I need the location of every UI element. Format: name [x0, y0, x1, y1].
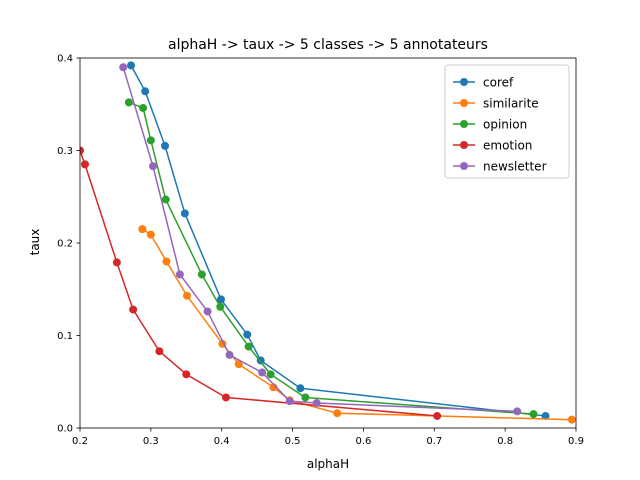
- data-point-coref-0: [127, 61, 136, 70]
- data-point-similarite-3: [182, 291, 191, 300]
- data-point-similarite-2: [162, 257, 171, 266]
- data-point-emotion-2: [112, 258, 121, 267]
- y-axis-label: taux: [28, 229, 42, 256]
- data-point-emotion-4: [155, 347, 164, 356]
- y-tick-label: 0.0: [57, 424, 73, 435]
- data-point-newsletter-0: [119, 63, 128, 72]
- data-point-opinion-8: [301, 393, 310, 402]
- x-tick-label: 0.5: [285, 436, 301, 447]
- x-tick-label: 0.3: [143, 436, 159, 447]
- x-tick-label: 0.2: [72, 436, 88, 447]
- x-tick-label: 0.6: [355, 436, 371, 447]
- y-tick-label: 0.4: [57, 54, 73, 65]
- legend-label-emotion: emotion: [483, 139, 532, 153]
- legend-swatch-marker: [460, 141, 468, 149]
- legend: coref similarite opinion emotion newsletter: [444, 64, 570, 179]
- legend-label-opinion: opinion: [483, 118, 527, 132]
- legend-box: [444, 64, 570, 179]
- data-point-coref-3: [180, 209, 189, 218]
- y-axis-ticks: 0.0 0.1 0.2 0.3 0.4: [57, 54, 80, 435]
- y-tick-label: 0.2: [57, 239, 73, 250]
- data-point-coref-5: [243, 330, 252, 339]
- data-point-newsletter-7: [312, 399, 321, 408]
- legend-swatch-marker: [460, 78, 468, 86]
- data-point-newsletter-3: [203, 307, 212, 316]
- data-point-newsletter-4: [225, 350, 234, 359]
- data-point-opinion-4: [197, 270, 206, 279]
- data-point-newsletter-2: [175, 270, 184, 279]
- x-tick-label: 0.9: [568, 436, 584, 447]
- legend-label-coref: coref: [483, 76, 514, 90]
- x-tick-label: 0.7: [426, 436, 442, 447]
- data-point-opinion-0: [124, 98, 133, 107]
- data-point-emotion-6: [221, 393, 230, 402]
- legend-swatch-marker: [460, 162, 468, 170]
- legend-label-newsletter: newsletter: [483, 160, 547, 174]
- series-line-opinion: [127, 101, 535, 415]
- legend-swatch-marker: [460, 120, 468, 128]
- chart-title: alphaH -> taux -> 5 classes -> 5 annotat…: [168, 37, 488, 53]
- data-point-opinion-9: [529, 410, 538, 419]
- data-point-similarite-8: [333, 409, 342, 418]
- series-line-emotion: [80, 149, 438, 417]
- data-point-similarite-5: [234, 360, 243, 369]
- data-point-emotion-7: [433, 411, 442, 420]
- data-point-emotion-5: [182, 370, 191, 379]
- data-point-opinion-7: [266, 370, 275, 379]
- data-point-opinion-1: [139, 103, 148, 112]
- x-axis-label: alphaH: [307, 457, 349, 471]
- data-point-emotion-1: [80, 160, 89, 169]
- data-point-newsletter-1: [148, 162, 157, 171]
- y-tick-label: 0.3: [57, 146, 73, 157]
- data-point-coref-7: [296, 384, 305, 393]
- data-point-opinion-5: [216, 302, 225, 311]
- x-tick-label: 0.8: [497, 436, 513, 447]
- legend-swatch-marker: [460, 99, 468, 107]
- data-point-newsletter-8: [513, 407, 522, 416]
- data-point-similarite-9: [567, 415, 576, 424]
- x-axis-ticks: 0.2 0.3 0.4 0.5 0.6 0.7 0.8 0.9: [72, 428, 584, 447]
- data-point-opinion-2: [146, 136, 155, 145]
- y-tick-label: 0.1: [57, 331, 73, 342]
- data-point-opinion-3: [161, 195, 170, 204]
- data-point-similarite-1: [146, 230, 155, 239]
- legend-label-similarite: similarite: [483, 97, 539, 111]
- data-point-coref-4: [217, 295, 226, 304]
- data-point-coref-2: [161, 141, 170, 150]
- x-tick-label: 0.4: [214, 436, 230, 447]
- data-point-coref-8: [541, 411, 550, 420]
- data-point-newsletter-5: [258, 368, 267, 377]
- data-point-similarite-0: [138, 225, 147, 234]
- plot-area: [79, 57, 577, 429]
- data-point-coref-1: [141, 87, 150, 96]
- data-point-emotion-0: [80, 146, 84, 155]
- data-point-opinion-6: [244, 342, 253, 351]
- data-point-newsletter-6: [285, 397, 294, 406]
- data-point-emotion-3: [129, 305, 138, 314]
- series-group: [80, 61, 576, 424]
